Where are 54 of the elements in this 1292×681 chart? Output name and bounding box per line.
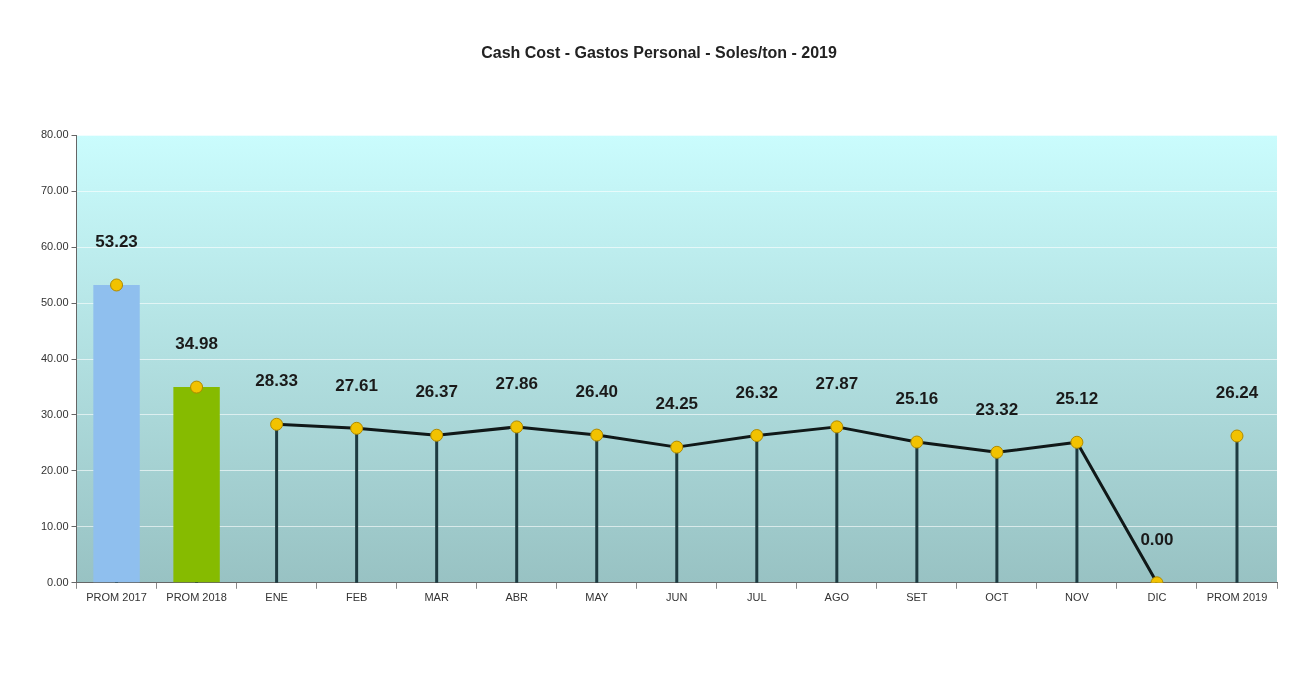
point bbox=[270, 417, 284, 431]
data-label: 27.87 bbox=[815, 374, 859, 394]
data-label: 27.61 bbox=[335, 375, 378, 395]
x-tick-label: FEB bbox=[345, 591, 368, 604]
data-label: 26.32 bbox=[735, 382, 779, 402]
point bbox=[830, 420, 844, 434]
data-label: 25.12 bbox=[1055, 389, 1099, 409]
y-tick-label: 0.00 bbox=[47, 575, 69, 588]
x-tick-label: DIC bbox=[1147, 591, 1167, 604]
point bbox=[430, 428, 444, 442]
x-tick-label: ABR bbox=[505, 591, 529, 604]
data-label: 34.98 bbox=[175, 334, 218, 354]
data-label: 26.40 bbox=[575, 382, 619, 402]
x-tick-label: OCT bbox=[985, 591, 1009, 604]
y-tick-label: 80.00 bbox=[41, 128, 69, 141]
y-tick-label: 40.00 bbox=[41, 352, 69, 365]
data-label: 26.37 bbox=[415, 382, 458, 402]
point bbox=[510, 420, 524, 434]
x-tick-label: NOV bbox=[1065, 591, 1090, 604]
y-tick-label: 60.00 bbox=[41, 240, 69, 253]
x-tick-label: MAY bbox=[585, 591, 609, 604]
x-tick-label: AGO bbox=[824, 591, 850, 604]
x-tick-label: PROM 2018 bbox=[166, 591, 227, 604]
point bbox=[910, 435, 924, 449]
data-label: 25.16 bbox=[895, 389, 939, 409]
point bbox=[750, 429, 764, 443]
x-tick-label: MAR bbox=[424, 591, 449, 604]
data-label: 27.86 bbox=[495, 374, 538, 394]
x-tick-label: PROM 2017 bbox=[86, 591, 147, 604]
point bbox=[1070, 435, 1084, 449]
point bbox=[1230, 429, 1244, 443]
data-label: 28.33 bbox=[255, 371, 298, 391]
x-tick-label: ENE bbox=[265, 591, 288, 604]
y-tick-label: 10.00 bbox=[41, 519, 69, 532]
point bbox=[190, 380, 204, 394]
x-tick-label: JUN bbox=[666, 591, 688, 604]
data-label: 26.24 bbox=[1215, 383, 1259, 403]
point bbox=[590, 428, 604, 442]
x-tick-label: PROM 2019 bbox=[1206, 591, 1268, 604]
x-tick-label: SET bbox=[906, 591, 928, 604]
data-label: 53.23 bbox=[95, 232, 138, 252]
data-label: 0.00 bbox=[1140, 529, 1174, 549]
point bbox=[670, 440, 684, 454]
point bbox=[990, 445, 1004, 459]
point bbox=[110, 278, 124, 292]
x-tick-label: JUL bbox=[747, 591, 767, 604]
y-tick-label: 30.00 bbox=[41, 407, 69, 420]
data-label: 23.32 bbox=[975, 399, 1019, 419]
y-tick-label: 50.00 bbox=[41, 296, 69, 309]
y-tick-label: 20.00 bbox=[41, 463, 69, 476]
chart-title: Cash Cost - Gastos Personal - Soles/ton - 2019 bbox=[481, 44, 837, 62]
data-label: 24.25 bbox=[655, 394, 699, 414]
y-tick-label: 70.00 bbox=[41, 184, 69, 197]
point bbox=[350, 421, 364, 435]
